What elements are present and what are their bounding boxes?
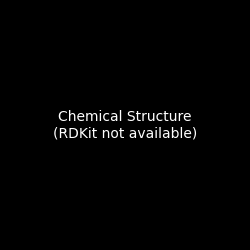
Text: Chemical Structure
(RDKit not available): Chemical Structure (RDKit not available) xyxy=(53,110,197,140)
